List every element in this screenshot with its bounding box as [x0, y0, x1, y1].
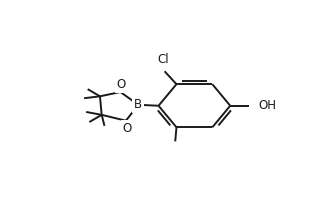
- Text: B: B: [134, 98, 142, 111]
- Text: Cl: Cl: [158, 54, 169, 66]
- Text: O: O: [116, 78, 126, 91]
- Text: O: O: [122, 122, 131, 134]
- Text: OH: OH: [258, 99, 276, 112]
